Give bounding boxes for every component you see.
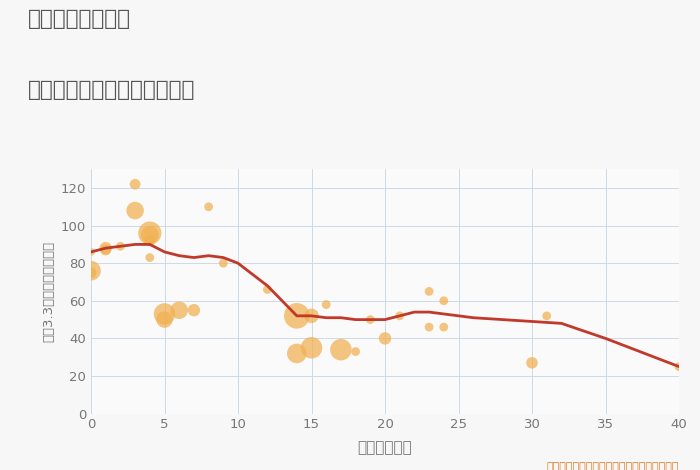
Point [335,346,346,353]
Point [306,344,317,352]
Point [130,207,141,214]
Point [85,267,97,274]
Point [144,254,155,261]
Point [218,259,229,267]
Point [100,244,111,252]
Point [262,286,273,293]
Point [438,323,449,331]
Point [85,269,97,276]
Point [365,316,376,323]
Point [174,306,185,314]
Point [306,312,317,320]
Point [394,312,405,320]
Point [130,180,141,188]
Point [526,359,538,367]
Point [424,323,435,331]
Point [144,237,155,244]
Point [379,335,391,342]
Point [321,301,332,308]
Point [115,243,126,250]
Point [144,231,155,239]
Point [100,246,111,254]
Point [159,310,170,318]
Point [350,348,361,355]
Point [291,350,302,357]
Point [541,312,552,320]
Point [203,203,214,211]
Point [144,229,155,237]
Point [438,297,449,305]
Text: 築年数別中古マンション価格: 築年数別中古マンション価格 [28,80,195,100]
X-axis label: 築年数（年）: 築年数（年） [358,440,412,455]
Point [188,306,199,314]
Point [85,248,97,256]
Point [424,288,435,295]
Text: 円の大きさは、取引のあった物件面積を示す: 円の大きさは、取引のあった物件面積を示す [547,462,679,470]
Point [291,312,302,320]
Point [673,363,685,370]
Text: 三重県桑名市里町: 三重県桑名市里町 [28,9,131,30]
Point [159,316,170,323]
Y-axis label: 坪（3.3㎡）単価（万円）: 坪（3.3㎡）単価（万円） [42,241,55,342]
